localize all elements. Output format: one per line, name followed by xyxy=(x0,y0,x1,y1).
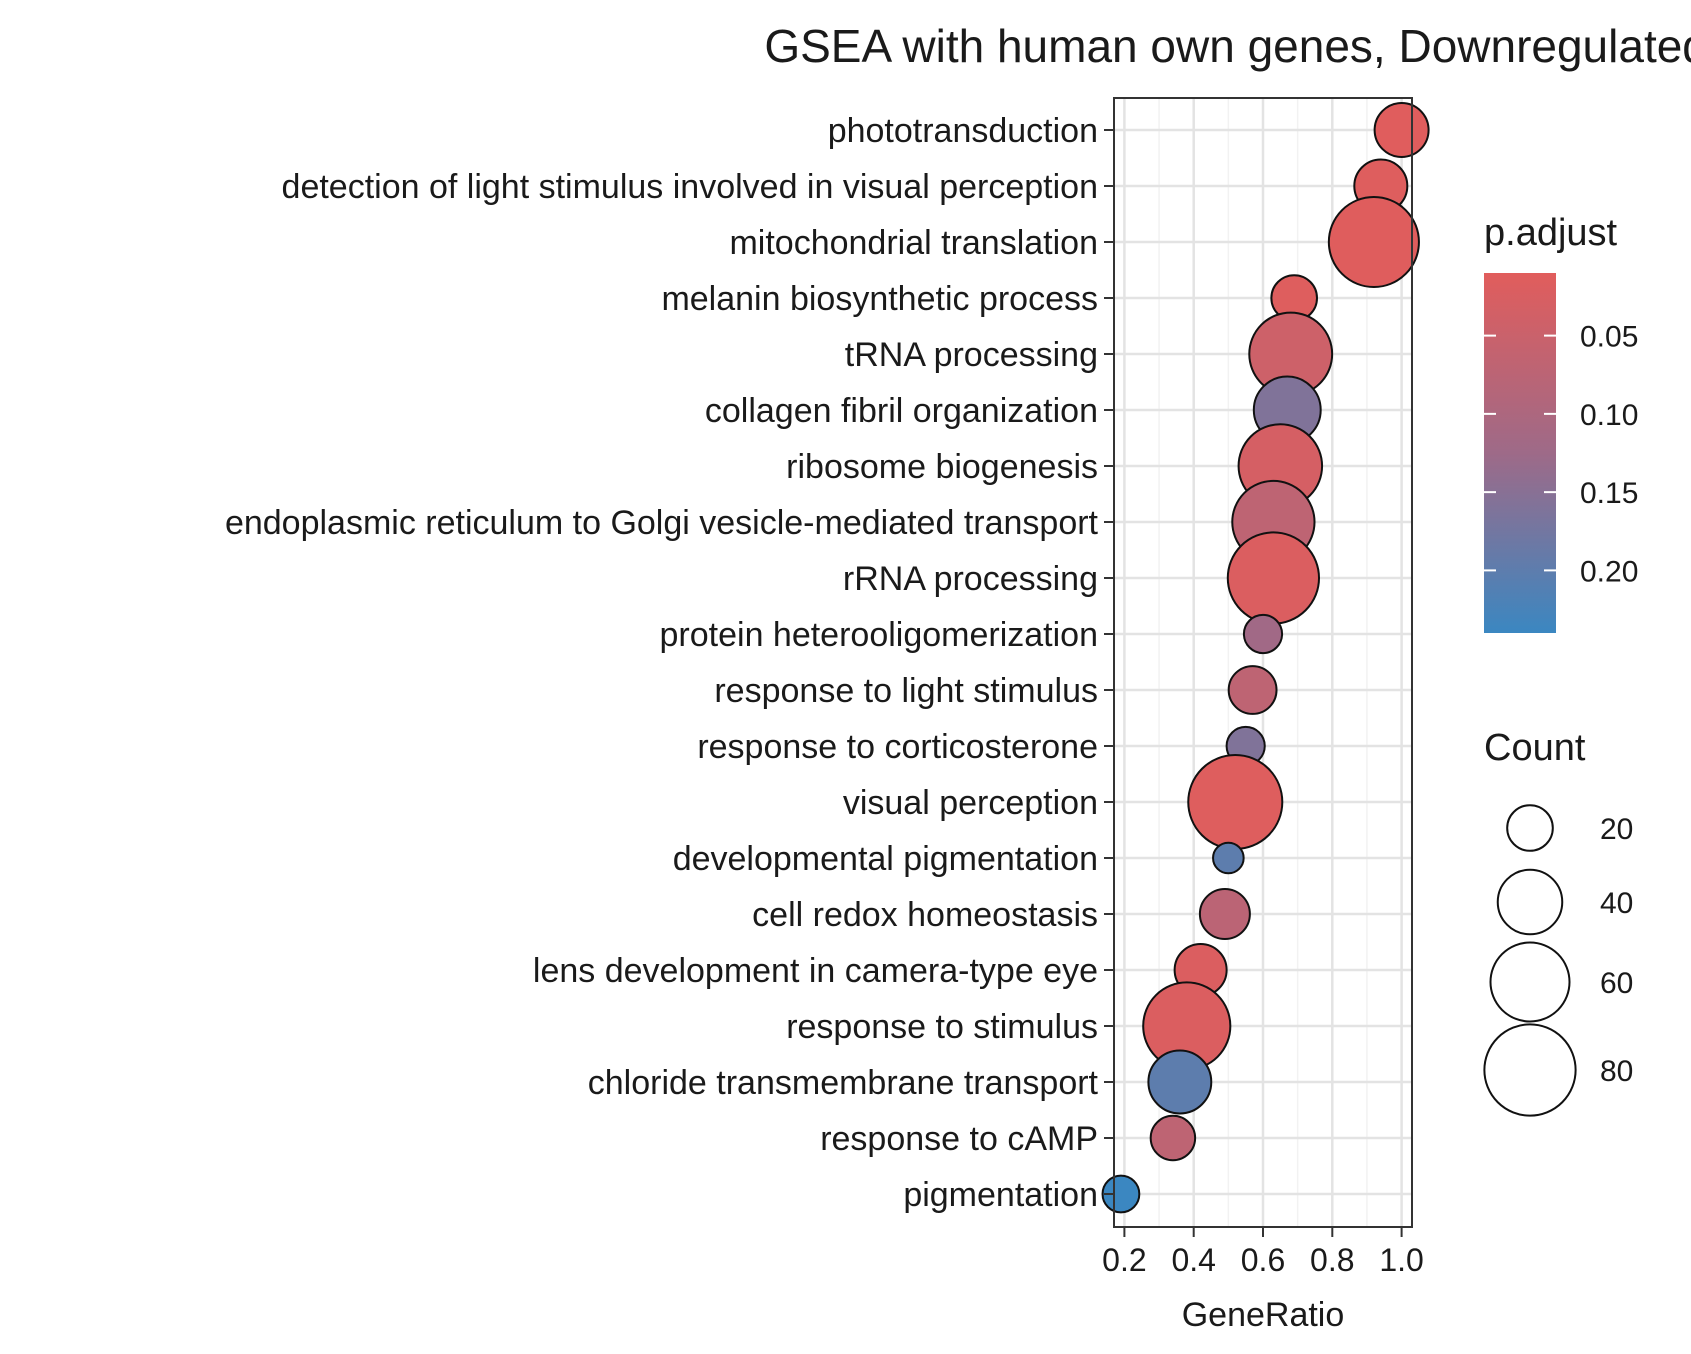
y-tick-label: melanin biosynthetic process xyxy=(661,280,1098,318)
data-point xyxy=(1212,841,1245,875)
y-tick-label: collagen fibril organization xyxy=(705,392,1098,430)
y-tick-label: mitochondrial translation xyxy=(729,224,1098,262)
data-point xyxy=(1242,613,1284,655)
data-point xyxy=(1147,1049,1213,1115)
data-point xyxy=(1373,102,1430,158)
data-point xyxy=(1198,888,1251,940)
y-tick-label: response to cAMP xyxy=(820,1120,1098,1158)
x-tick-label: 0.2 xyxy=(1102,1242,1146,1278)
color-legend-tick-label: 0.20 xyxy=(1580,555,1638,588)
y-tick-label: response to stimulus xyxy=(786,1008,1098,1046)
y-tick-label: response to corticosterone xyxy=(697,728,1098,766)
plot-panel xyxy=(1101,97,1430,1228)
y-axis: phototransduction detection of light stim… xyxy=(225,112,1114,1214)
x-tick-label: 0.8 xyxy=(1310,1242,1354,1278)
x-axis: 0.2 0.4 0.6 0.8 1.0 xyxy=(1102,1227,1424,1278)
x-axis-label: GeneRatio xyxy=(1182,1296,1345,1334)
y-tick-label: ribosome biogenesis xyxy=(786,448,1098,486)
size-legend-circle xyxy=(1489,941,1571,1023)
y-tick-label: lens development in camera-type eye xyxy=(533,952,1098,990)
y-tick-label: pigmentation xyxy=(903,1176,1098,1214)
y-tick-label: endoplasmic reticulum to Golgi vesicle-m… xyxy=(225,504,1099,542)
data-point xyxy=(1327,195,1420,289)
size-legend-label: 40 xyxy=(1600,887,1633,920)
data-point xyxy=(1226,531,1321,625)
data-point xyxy=(1187,753,1284,851)
size-legend-label: 20 xyxy=(1600,813,1633,846)
size-legend: Count 20 40 60 80 xyxy=(1483,727,1633,1117)
data-point xyxy=(1101,1174,1141,1214)
y-tick-label: chloride transmembrane transport xyxy=(588,1064,1099,1102)
size-legend-circle xyxy=(1483,1023,1577,1117)
size-legend-circle xyxy=(1496,868,1564,936)
y-tick-label: rRNA processing xyxy=(843,560,1098,598)
size-legend-label: 80 xyxy=(1600,1055,1633,1088)
chart-title: GSEA with human own genes, Downregulated… xyxy=(764,20,1691,72)
x-tick-label: 0.4 xyxy=(1171,1242,1215,1278)
color-legend-tick-label: 0.10 xyxy=(1580,399,1638,432)
size-legend-circle xyxy=(1506,804,1554,852)
color-legend: p.adjust 0.05 0.10 0.15 0.20 xyxy=(1484,212,1638,633)
y-tick-label: developmental pigmentation xyxy=(673,840,1098,878)
color-legend-tick-label: 0.05 xyxy=(1580,321,1638,354)
y-tick-label: response to light stimulus xyxy=(714,672,1098,710)
y-tick-label: visual perception xyxy=(843,784,1098,822)
y-tick-label: detection of light stimulus involved in … xyxy=(282,168,1098,206)
y-tick-label: tRNA processing xyxy=(845,336,1098,374)
size-legend-items: 20 40 60 80 xyxy=(1483,804,1633,1117)
size-legend-title: Count xyxy=(1484,727,1586,769)
y-tick-label: phototransduction xyxy=(828,112,1098,150)
y-tick-label: protein heterooligomerization xyxy=(660,616,1098,654)
color-legend-ticks: 0.05 0.10 0.15 0.20 xyxy=(1484,321,1638,588)
data-point xyxy=(1227,665,1278,715)
size-legend-label: 60 xyxy=(1600,967,1633,1000)
color-legend-tick-label: 0.15 xyxy=(1580,477,1638,510)
color-legend-bar xyxy=(1484,273,1556,633)
color-legend-title: p.adjust xyxy=(1484,212,1618,254)
x-tick-label: 1.0 xyxy=(1379,1242,1423,1278)
data-points xyxy=(1101,102,1430,1214)
x-tick-label: 0.6 xyxy=(1241,1242,1285,1278)
y-tick-label: cell redox homeostasis xyxy=(752,896,1098,934)
data-point xyxy=(1149,1114,1197,1162)
